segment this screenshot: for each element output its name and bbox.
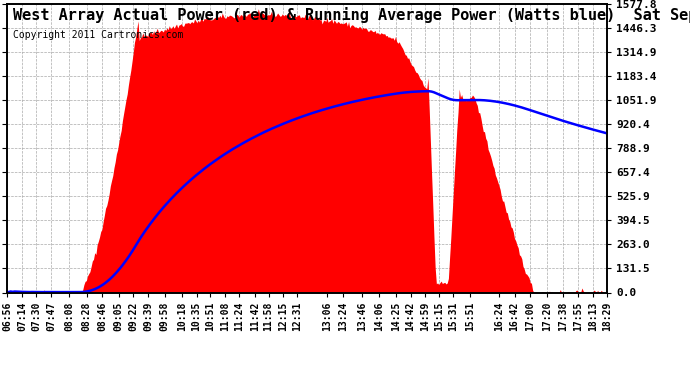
Text: Copyright 2011 Cartronics.com: Copyright 2011 Cartronics.com bbox=[13, 30, 184, 40]
Text: West Array Actual Power (red) & Running Average Power (Watts blue)  Sat Sep 10 1: West Array Actual Power (red) & Running … bbox=[13, 7, 690, 22]
